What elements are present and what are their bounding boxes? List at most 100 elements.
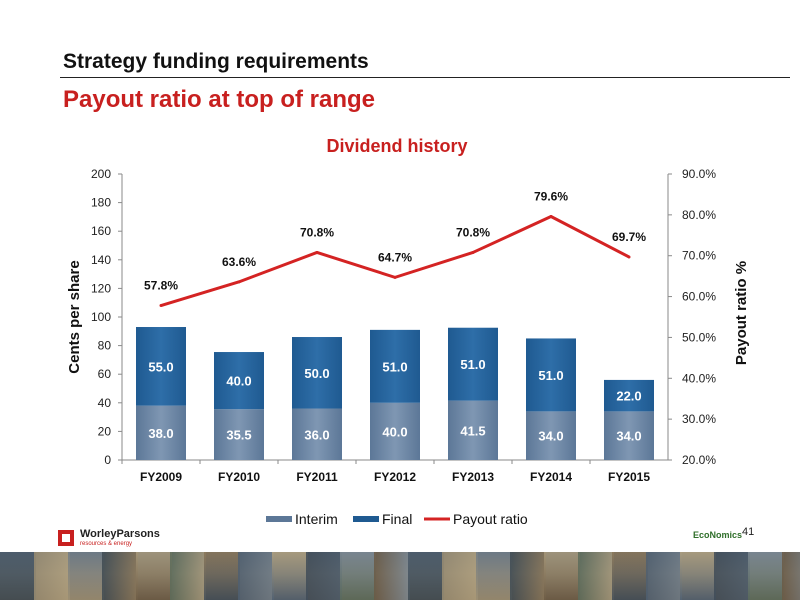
data-label-payout: 69.7% (612, 230, 646, 244)
bar-final (448, 327, 498, 401)
y-tick-label: 160 (91, 224, 111, 238)
data-label-payout: 63.6% (222, 255, 256, 269)
x-tick-label: FY2014 (530, 470, 572, 484)
legend-label-interim: Interim (295, 511, 338, 527)
bar-interim (604, 411, 654, 460)
data-label-payout: 70.8% (456, 225, 490, 239)
payout-ratio-point (471, 250, 475, 254)
bar-final (136, 327, 186, 406)
legend-swatch-interim (266, 516, 292, 522)
bar-final (292, 337, 342, 409)
data-label-final: 55.0 (148, 359, 173, 374)
data-label-final: 51.0 (382, 359, 407, 374)
photo-strip-segment (102, 552, 138, 600)
photo-strip-segment (34, 552, 70, 600)
photo-strip-segment (238, 552, 274, 600)
bar-interim (136, 405, 186, 460)
legend-label-final: Final (382, 511, 412, 527)
photo-strip-segment (68, 552, 104, 600)
data-label-final: 50.0 (304, 366, 329, 381)
bar-final (370, 329, 420, 403)
x-tick-label: FY2009 (140, 470, 182, 484)
data-label-payout: 79.6% (534, 189, 568, 203)
bar-interim (448, 400, 498, 460)
photo-strip-segment (544, 552, 580, 600)
company-name: WorleyParsons (80, 528, 160, 540)
data-label-final: 22.0 (616, 389, 641, 404)
y2-tick-label: 60.0% (682, 290, 716, 304)
x-tick-label: FY2015 (608, 470, 650, 484)
photo-strip-segment (272, 552, 308, 600)
industrial-photo-strip (0, 552, 800, 600)
y2-tick-label: 70.0% (682, 249, 716, 263)
y-axis-title: Cents per share (66, 260, 83, 373)
photo-strip-segment (510, 552, 546, 600)
x-tick-label: FY2013 (452, 470, 494, 484)
data-label-interim: 35.5 (226, 428, 251, 443)
payout-ratio-point (315, 250, 319, 254)
company-logo-icon (58, 530, 74, 546)
photo-strip-segment (714, 552, 750, 600)
data-label-interim: 38.0 (148, 426, 173, 441)
y-tick-label: 200 (91, 167, 111, 181)
y2-tick-label: 50.0% (682, 330, 716, 344)
y-tick-label: 100 (91, 310, 111, 324)
data-label-payout: 57.8% (144, 279, 178, 293)
photo-strip-segment (136, 552, 172, 600)
payout-ratio-point (549, 214, 553, 218)
y-tick-label: 60 (98, 367, 112, 381)
photo-strip-segment (204, 552, 240, 600)
payout-ratio-point (393, 275, 397, 279)
page-number: 41 (742, 526, 755, 538)
chart-title: Dividend history (326, 136, 467, 156)
data-label-interim: 36.0 (304, 427, 329, 442)
photo-strip-segment (680, 552, 716, 600)
payout-ratio-point (237, 280, 241, 284)
slide-title: Strategy funding requirements (63, 50, 369, 73)
photo-strip-segment (578, 552, 614, 600)
photo-strip-segment (612, 552, 648, 600)
x-tick-label: FY2011 (296, 470, 338, 484)
legend-label-payout: Payout ratio (453, 511, 528, 527)
photo-strip-segment (306, 552, 342, 600)
payout-ratio-point (627, 255, 631, 259)
dividend-history-chart: Dividend history 0 20 40 60 80 100 120 140 160 180… (66, 136, 750, 527)
y-tick-label: 80 (98, 339, 112, 353)
data-label-final: 51.0 (460, 357, 485, 372)
photo-strip-segment (374, 552, 410, 600)
bar-final (604, 379, 654, 412)
photo-strip-segment (340, 552, 376, 600)
y-tick-label: 40 (98, 396, 112, 410)
y2-tick-label: 20.0% (682, 453, 716, 467)
company-tagline: resources & energy (80, 541, 133, 547)
data-label-final: 51.0 (538, 368, 563, 383)
photo-strip-segment (646, 552, 682, 600)
y-tick-label: 120 (91, 281, 111, 295)
y2-tick-label: 80.0% (682, 208, 716, 222)
bar-interim (292, 408, 342, 460)
y2-axis-title: Payout ratio % (733, 261, 750, 365)
x-tick-label: FY2010 (218, 470, 260, 484)
slide-subtitle: Payout ratio at top of range (63, 86, 376, 113)
x-tick-label: FY2012 (374, 470, 416, 484)
legend-swatch-final (353, 516, 379, 522)
y-tick-label: 140 (91, 253, 111, 267)
title-divider (60, 77, 790, 78)
economics-logo: EcoNomics (693, 530, 743, 540)
company-logo: WorleyParsons resources & energy (58, 528, 248, 550)
bar-final (526, 338, 576, 412)
y-tick-label: 180 (91, 196, 111, 210)
photo-strip-segment (476, 552, 512, 600)
photo-strip-segment (170, 552, 206, 600)
y-tick-label: 20 (98, 424, 112, 438)
photo-strip-segment (408, 552, 444, 600)
data-label-interim: 40.0 (382, 424, 407, 439)
y2-tick-label: 40.0% (682, 371, 716, 385)
y2-tick-label: 90.0% (682, 167, 716, 181)
bar-interim (214, 409, 264, 460)
photo-strip-segment (748, 552, 784, 600)
y2-tick-label: 30.0% (682, 412, 716, 426)
photo-strip-segment (0, 552, 36, 600)
y-tick-label: 0 (104, 453, 111, 467)
data-label-interim: 34.0 (538, 429, 563, 444)
